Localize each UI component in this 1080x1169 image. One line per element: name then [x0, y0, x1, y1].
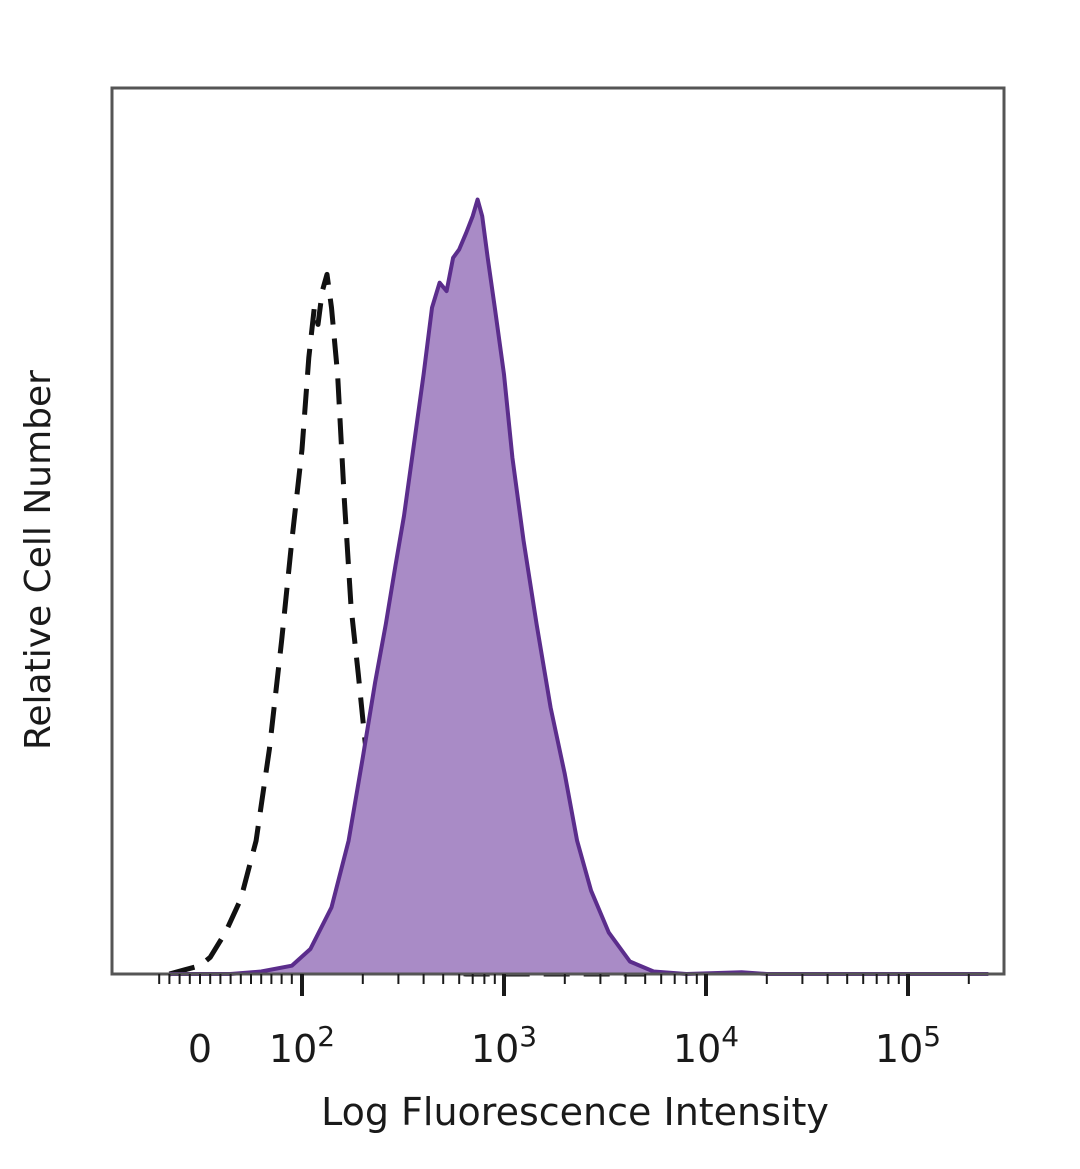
- x-tick-label-base: 10: [269, 1027, 317, 1071]
- series-1-line: [169, 197, 989, 976]
- series-1-area: [169, 199, 989, 974]
- x-tick-label-exponent: 3: [519, 1020, 537, 1053]
- x-tick-label-base: 10: [673, 1027, 721, 1071]
- x-tick-label-base: 10: [875, 1027, 923, 1071]
- x-axis-tick-labels: 0 102 103 104 105: [188, 1020, 941, 1071]
- x-tick-label: 102: [269, 1020, 335, 1071]
- x-axis-ticks: [158, 974, 970, 996]
- x-axis-label: Log Fluorescence Intensity: [321, 1090, 829, 1134]
- series-0-line: [168, 271, 646, 977]
- plot-area: [168, 197, 989, 977]
- x-tick-label-exponent: 4: [721, 1020, 739, 1053]
- x-tick-label-base: 10: [471, 1027, 519, 1071]
- plot-frame: [110, 86, 1006, 976]
- x-tick-label-base: 0: [188, 1027, 212, 1071]
- x-tick-label: 103: [471, 1020, 537, 1071]
- x-tick-label: 0: [188, 1027, 212, 1071]
- y-axis-label: Relative Cell Number: [18, 370, 59, 750]
- x-tick-label-exponent: 5: [923, 1020, 941, 1053]
- x-tick-label-exponent: 2: [317, 1020, 335, 1053]
- x-tick-label: 105: [875, 1020, 941, 1071]
- x-tick-label: 104: [673, 1020, 739, 1071]
